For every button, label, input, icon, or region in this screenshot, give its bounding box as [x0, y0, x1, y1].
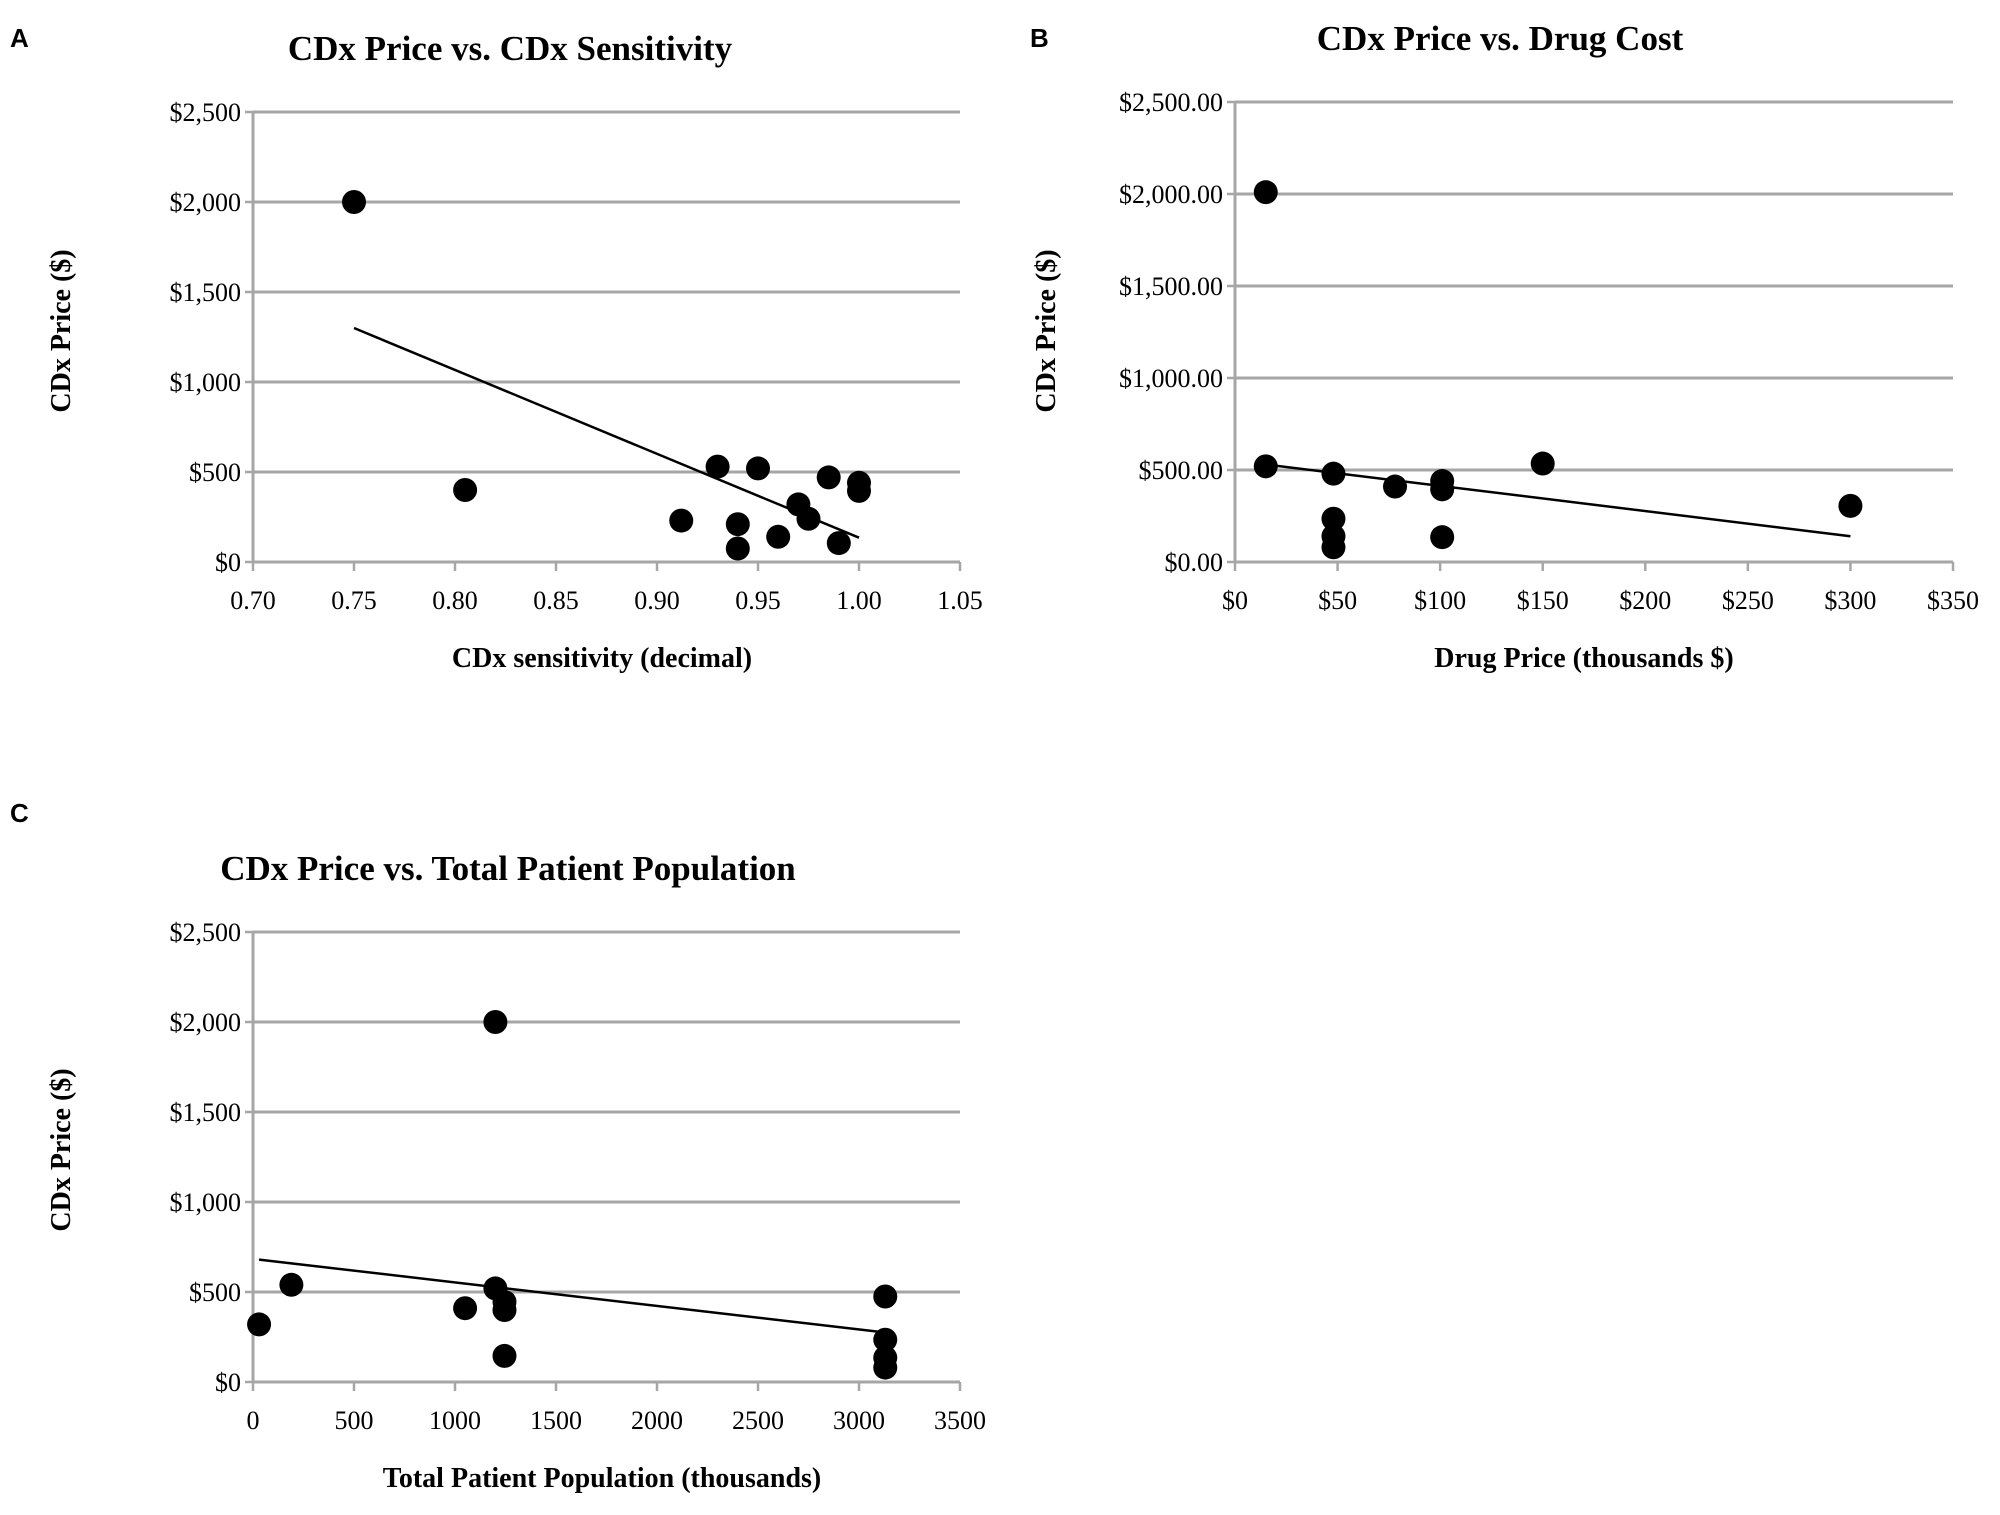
panel-b-ytick-label: $2,500.00	[1119, 88, 1223, 117]
panel-c-data-point	[492, 1343, 517, 1368]
panel-a-plot: $0 $500 $1,000 $1,500 $2,000 $2,500 0.70 0.75 0.…	[170, 98, 983, 615]
panel-c-xtick-label: 1500	[530, 1406, 582, 1435]
panel-b-data-point	[1253, 180, 1278, 205]
panel-a-data-point	[669, 508, 694, 533]
panel-a-ytick-label: $1,500	[170, 278, 242, 307]
panel-c-ytick-label: $1,500	[170, 1098, 242, 1127]
panel-a-xtick-label: 0.75	[331, 586, 377, 615]
panel-c-data-point	[873, 1355, 898, 1380]
panel-c-ytick-label: $0	[215, 1368, 241, 1397]
panel-b-ytick-label: $1,000.00	[1119, 364, 1223, 393]
panel-c-trendline	[258, 1258, 886, 1334]
panel-a-ytick-label: $0	[215, 548, 241, 577]
panel-b-ytick-label: $500.00	[1139, 456, 1224, 485]
panel-b-ytick-label: $0.00	[1165, 548, 1224, 577]
panel-a-data-point	[816, 465, 841, 490]
panel-a-xtick-label: 0.70	[230, 586, 276, 615]
panel-c: C CDx Price vs. Total Patient Population…	[10, 798, 986, 1494]
panel-a-data-point	[796, 506, 821, 531]
panel-b-xtick-label: $150	[1517, 586, 1569, 615]
panel-c-data-point	[873, 1284, 898, 1309]
panel-a-data-point	[725, 512, 750, 537]
panel-a-data-point	[826, 531, 851, 556]
panel-b: B CDx Price vs. Drug Cost CDx Price ($) …	[1030, 19, 1979, 674]
panel-c-xtick-label: 500	[335, 1406, 374, 1435]
panel-a-data-point	[453, 478, 478, 502]
panel-c-letter: C	[10, 798, 29, 828]
panel-a-xlabel: CDx sensitivity (decimal)	[452, 643, 752, 674]
panel-b-data-point	[1530, 451, 1555, 476]
panel-a-data-point	[342, 190, 366, 214]
panel-b-data-point	[1430, 525, 1455, 550]
panel-a-ytick-label: $2,500	[170, 98, 242, 127]
panel-c-data-point	[247, 1312, 272, 1337]
panel-c-ytick-label: $1,000	[170, 1188, 242, 1217]
panel-b-data-point	[1430, 477, 1455, 502]
panel-b-ylabel: CDx Price ($)	[1031, 249, 1062, 412]
panel-b-data-point	[1321, 461, 1346, 486]
panel-a-xtick-label: 0.90	[634, 586, 680, 615]
panel-b-xtick-label: $50	[1318, 586, 1357, 615]
panel-c-data-point	[453, 1296, 478, 1321]
panel-a-data-point	[766, 524, 791, 549]
panel-c-plot: $0 $500 $1,000 $1,500 $2,000 $2,500 0 500 1000 15…	[170, 918, 987, 1435]
panel-b-xtick-label: $350	[1927, 586, 1979, 615]
panel-b-xtick-label: $0	[1222, 586, 1248, 615]
panel-a-xtick-label: 1.00	[836, 586, 882, 615]
panel-b-xtick-label: $100	[1414, 586, 1466, 615]
panel-c-ytick-label: $2,000	[170, 1008, 242, 1037]
panel-a-xtick-label: 0.95	[735, 586, 781, 615]
panel-c-data-point	[873, 1327, 898, 1352]
panel-a-ylabel: CDx Price ($)	[46, 249, 77, 412]
panel-c-xtick-label: 2500	[732, 1406, 784, 1435]
panel-a-xtick-label: 0.85	[533, 586, 579, 615]
panel-b-ytick-label: $1,500.00	[1119, 272, 1223, 301]
panel-c-xtick-label: 3000	[833, 1406, 885, 1435]
panel-a: A CDx Price vs. CDx Sensitivity CDx Pric…	[10, 23, 983, 674]
panel-c-xtick-label: 3500	[934, 1406, 986, 1435]
panel-a-trendline	[353, 326, 860, 539]
panel-b-trendline	[1265, 463, 1851, 538]
panel-b-data-point	[1253, 454, 1278, 479]
panel-a-ytick-label: $2,000	[170, 188, 242, 217]
panel-b-data-point	[1838, 493, 1863, 518]
panel-a-data-point	[705, 454, 730, 479]
panel-a-letter: A	[10, 23, 29, 53]
panel-a-ytick-label: $500	[189, 458, 241, 487]
panel-c-xtick-label: 2000	[631, 1406, 683, 1435]
panel-c-data-point	[492, 1298, 517, 1322]
panel-b-plot: $0.00 $500.00 $1,000.00 $1,500.00 $2,000.00 $…	[1119, 88, 1979, 615]
panel-b-data-point	[1321, 506, 1346, 531]
panel-c-xtick-label: 1000	[429, 1406, 481, 1435]
panel-b-ytick-label: $2,000.00	[1119, 180, 1223, 209]
panel-b-data-point	[1321, 535, 1346, 560]
panel-a-data-point	[746, 456, 770, 481]
panel-a-ytick-label: $1,000	[170, 368, 242, 397]
panel-c-data-point	[483, 1010, 508, 1034]
panel-b-xlabel: Drug Price (thousands $)	[1434, 643, 1733, 674]
panel-c-ytick-label: $2,500	[170, 918, 242, 947]
panel-c-data-point	[279, 1272, 304, 1297]
panel-c-title: CDx Price vs. Total Patient Population	[220, 849, 796, 888]
panel-b-data-point	[1383, 474, 1408, 499]
panel-b-xtick-label: $200	[1619, 586, 1671, 615]
panel-c-xlabel: Total Patient Population (thousands)	[383, 1463, 822, 1494]
panel-a-xtick-label: 1.05	[937, 586, 983, 615]
panel-b-xtick-label: $300	[1824, 586, 1876, 615]
panel-b-xtick-label: $250	[1722, 586, 1774, 615]
panel-c-xtick-label: 0	[247, 1406, 260, 1435]
panel-b-title: CDx Price vs. Drug Cost	[1317, 19, 1684, 58]
panel-a-data-point	[847, 478, 871, 503]
panel-a-xtick-label: 0.80	[432, 586, 478, 615]
panel-a-title: CDx Price vs. CDx Sensitivity	[288, 29, 733, 68]
panel-a-data-point	[725, 536, 750, 561]
panel-b-letter: B	[1030, 23, 1049, 53]
panel-c-ylabel: CDx Price ($)	[46, 1068, 77, 1231]
panel-c-ytick-label: $500	[189, 1278, 241, 1307]
